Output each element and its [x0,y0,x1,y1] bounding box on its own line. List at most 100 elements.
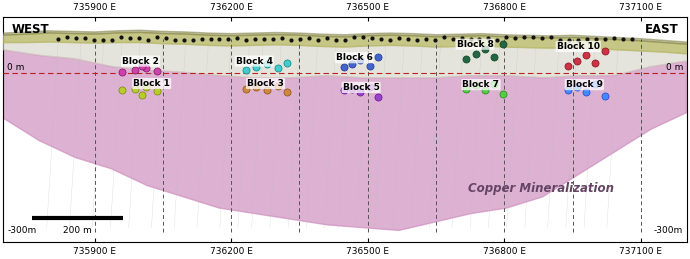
Point [151,35,162,39]
Text: Block 5: Block 5 [343,83,380,92]
Point [402,37,413,41]
Point [152,69,163,73]
Point [471,83,482,87]
Point [295,37,306,41]
Point [498,42,509,46]
Point [498,92,509,96]
Point [282,61,293,65]
Point [429,38,440,42]
Point [483,37,494,41]
Point [250,85,262,89]
Text: -300m: -300m [653,226,683,235]
Point [581,90,592,95]
Point [339,38,351,42]
Text: WEST: WEST [12,23,49,36]
Point [489,55,500,59]
Point [304,36,315,40]
Point [115,35,126,39]
Point [590,82,601,86]
Point [205,37,216,41]
Point [420,37,431,41]
Point [572,85,583,89]
Point [609,35,620,40]
Point [152,89,163,93]
Point [590,61,601,65]
Point [142,38,153,42]
Point [480,88,491,92]
Point [140,66,151,70]
Point [375,37,386,41]
Point [465,37,476,41]
Point [393,36,404,40]
Text: 0 m: 0 m [7,63,24,72]
Point [322,36,333,40]
Point [272,66,283,70]
Point [564,38,575,42]
Text: Block 1: Block 1 [133,79,170,88]
Polygon shape [3,42,687,78]
Point [250,37,261,41]
Point [546,35,557,39]
Point [223,37,234,41]
Text: 200 m: 200 m [63,226,92,235]
Point [268,37,279,41]
Point [599,94,610,98]
Point [555,38,566,42]
Point [355,90,366,95]
Text: -300m: -300m [7,226,37,235]
Point [259,37,270,41]
Point [79,36,90,40]
Point [471,52,482,56]
Point [133,36,144,40]
Point [572,59,583,63]
Point [346,87,357,91]
Point [355,58,366,62]
Point [537,36,548,40]
Point [52,37,63,41]
Point [240,87,251,91]
Point [581,53,592,57]
Point [261,62,272,67]
Point [460,87,471,91]
Point [169,38,180,42]
Text: Block 9: Block 9 [566,80,603,89]
Text: Block 8: Block 8 [457,40,493,49]
Point [373,55,384,59]
Point [528,35,539,39]
Point [97,38,108,42]
Point [178,38,189,42]
Point [313,38,324,42]
Text: 0 m: 0 m [666,63,683,72]
Point [88,38,99,42]
Point [618,37,629,41]
Point [70,36,81,40]
Point [599,49,610,53]
Point [196,37,207,41]
Point [492,38,503,42]
Point [480,47,491,51]
Point [338,65,349,69]
Point [364,64,375,68]
Text: Block 3: Block 3 [247,79,284,88]
Point [331,38,342,42]
Point [510,36,521,40]
Text: Copper Mineralization: Copper Mineralization [468,182,614,195]
Point [348,35,359,39]
Point [137,93,148,97]
Point [411,38,422,42]
Point [519,35,530,39]
Point [124,36,135,40]
Point [591,37,602,41]
Point [129,68,140,72]
Point [600,37,611,41]
Point [357,35,368,39]
Point [384,38,395,42]
Point [160,35,171,40]
Polygon shape [3,32,687,54]
Text: EAST: EAST [644,23,678,36]
Polygon shape [3,30,687,44]
Point [438,35,449,39]
Point [187,38,198,42]
Text: Block 2: Block 2 [122,56,159,66]
Point [286,38,297,42]
